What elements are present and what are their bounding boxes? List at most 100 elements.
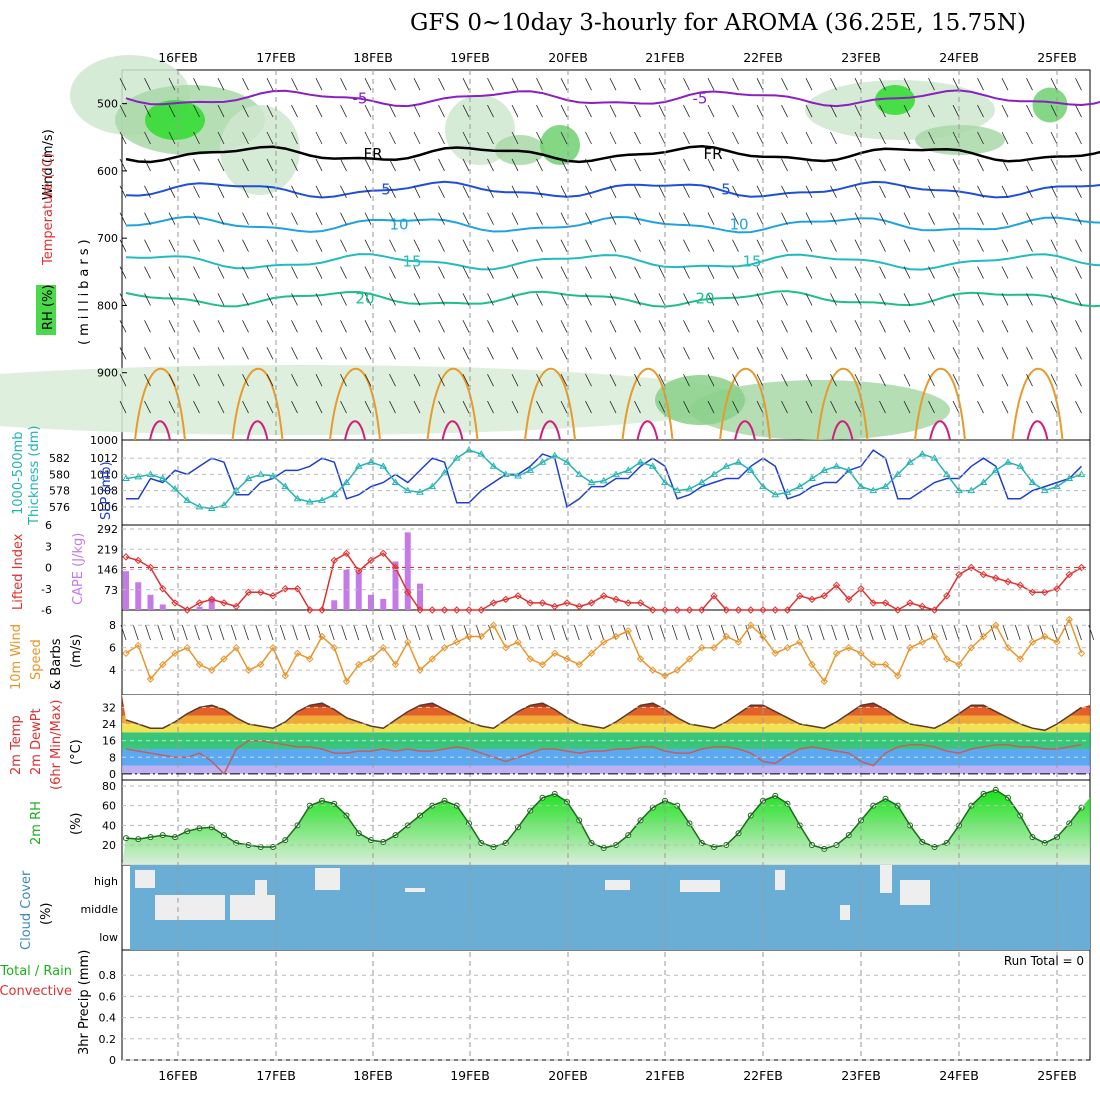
- wind-barb: [119, 266, 127, 279]
- cloud-white-10: [880, 865, 892, 893]
- wind-barb: [1026, 212, 1033, 225]
- wind-barb: [1001, 212, 1009, 225]
- wind-barb: [928, 158, 935, 172]
- wind-barb: [462, 185, 470, 198]
- chart-title: GFS 0~10day 3-hourly for AROMA (36.25E, …: [410, 10, 1026, 36]
- wind-barb: [291, 293, 298, 306]
- wind-barb: [168, 320, 176, 333]
- ylab-slp: SLP (mb): [99, 461, 114, 520]
- wind-barb: [168, 131, 176, 145]
- magenta-loop-3: [441, 420, 464, 441]
- wind-barb: [903, 266, 911, 279]
- wind-barb: [830, 239, 837, 252]
- wind-barb: [830, 158, 837, 172]
- lifted-index-point: [122, 553, 130, 561]
- surface-wind-barb: [586, 624, 592, 641]
- wind-barb: [658, 104, 666, 118]
- ylab-temp-3: (6hr Min/Max): [49, 700, 64, 790]
- wind-barb: [560, 78, 568, 91]
- wind-barb: [585, 131, 592, 145]
- wind-barb: [1026, 78, 1033, 91]
- ylab-temp-unit: (°C): [69, 739, 84, 765]
- date-label-top-1: 17FEB: [256, 50, 296, 65]
- wind-barb: [119, 158, 127, 172]
- ylab-wind-2: Speed: [29, 639, 44, 680]
- wind-barb: [1050, 266, 1058, 279]
- wind-barb: [193, 347, 200, 360]
- wind-barb: [854, 78, 862, 91]
- wind-barb: [193, 374, 200, 387]
- wind-barb: [928, 320, 935, 333]
- wind-barb: [1026, 239, 1033, 252]
- cape-bar: [355, 571, 362, 610]
- surface-wind-barb: [157, 624, 164, 641]
- wind-barb: [413, 374, 421, 387]
- wind-barb: [119, 374, 127, 387]
- wind-barb: [585, 400, 592, 414]
- wind-barb: [756, 400, 764, 414]
- wind-barb: [952, 104, 960, 118]
- rh-shade-3: [220, 105, 300, 195]
- magenta-loop-2: [344, 420, 366, 441]
- isotherm-label--5-1: -5: [693, 89, 708, 107]
- ylab-temperature: Temperature (°C): [41, 153, 56, 266]
- surface-wind-barb: [1088, 624, 1095, 641]
- wind-barb: [1050, 400, 1058, 414]
- wind-barb: [1001, 131, 1009, 145]
- surface-wind-barb: [304, 624, 311, 641]
- wind-barb: [805, 104, 813, 118]
- wind-barb: [438, 374, 445, 387]
- temp-tick-0: 0: [109, 768, 116, 781]
- isotherm-label-10-0: 10: [389, 216, 408, 234]
- wind-barb: [511, 239, 519, 252]
- cloud-white-2: [230, 895, 275, 920]
- surface-wind-barb: [708, 624, 715, 641]
- wind-barb: [291, 400, 298, 414]
- wind-speed-point: [943, 655, 951, 663]
- wind-barb: [217, 239, 225, 252]
- wind-barb: [707, 131, 715, 145]
- surface-wind-barb: [1014, 624, 1021, 641]
- wind-barb: [977, 266, 984, 279]
- wind-barb: [242, 185, 249, 198]
- wind-barb: [1050, 320, 1058, 333]
- wind-barb: [242, 320, 249, 333]
- magenta-loop-8: [929, 420, 951, 441]
- orange-loop-9: [1011, 367, 1064, 441]
- surface-wind-barb: [941, 624, 948, 641]
- wind-barb: [683, 320, 690, 333]
- orange-loop-4: [524, 367, 576, 441]
- wind-barb: [756, 78, 764, 91]
- cross-ytick-900: 900: [97, 367, 118, 380]
- lifted-index-point: [783, 606, 792, 614]
- wind-barb: [1075, 104, 1082, 118]
- wind-speed-point: [808, 660, 816, 669]
- wind-barb: [609, 78, 617, 91]
- wind-barb: [732, 185, 739, 198]
- surface-wind-barb: [892, 624, 899, 641]
- wind-barb: [658, 320, 666, 333]
- lifted-index-point: [159, 585, 167, 593]
- magenta-loop-9: [1026, 420, 1049, 441]
- wind-barb: [1026, 131, 1033, 145]
- wind-barb: [609, 320, 617, 333]
- wind-barb: [560, 239, 568, 252]
- wind-barb: [609, 239, 617, 252]
- ylab-precip-2: Convective: [0, 984, 72, 999]
- wind-barb: [536, 185, 543, 198]
- isotherm-FR: [125, 144, 1100, 164]
- isotherm-label-FR-1: FR: [703, 145, 722, 163]
- cape-bar: [417, 583, 423, 610]
- rh-tick-80: 80: [102, 780, 116, 793]
- thickness-point: [1004, 458, 1012, 465]
- wind-barb: [119, 320, 127, 333]
- cross-ytick-700: 700: [97, 232, 118, 245]
- wind-barb: [291, 266, 298, 279]
- cape-tick-219: 219: [97, 543, 118, 556]
- rh-shade-6: [540, 125, 580, 165]
- wind-speed-point: [1065, 615, 1073, 624]
- wind-barb: [634, 347, 641, 360]
- wind-speed-point: [747, 621, 755, 629]
- temperature-line: [125, 702, 1082, 732]
- wind-barb: [536, 78, 543, 91]
